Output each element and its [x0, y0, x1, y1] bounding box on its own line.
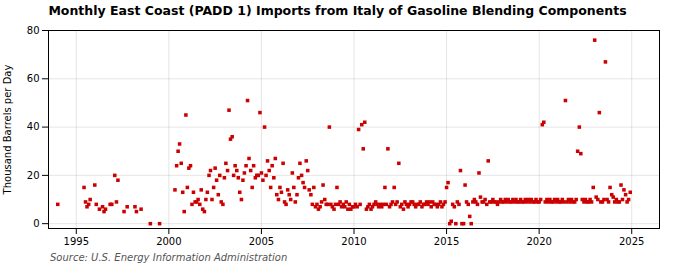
svg-text:2000: 2000: [156, 236, 181, 247]
svg-text:2010: 2010: [341, 236, 366, 247]
svg-text:Thousand Barrels per Day: Thousand Barrels per Day: [2, 65, 13, 196]
svg-text:40: 40: [27, 121, 40, 132]
svg-text:80: 80: [27, 25, 40, 36]
html-text:Monthly East Coast (PADD 1) Im: Monthly East Coast (PADD 1) Imports from…: [48, 3, 627, 18]
svg-text:0: 0: [33, 218, 39, 229]
svg-text:60: 60: [27, 73, 40, 84]
svg-text:2005: 2005: [249, 236, 274, 247]
svg-text:2025: 2025: [619, 236, 644, 247]
svg-text:2020: 2020: [526, 236, 551, 247]
html-text:Source: U.S. Energy Informatio: Source: U.S. Energy Information Administ…: [50, 252, 288, 263]
svg-text:1995: 1995: [64, 236, 89, 247]
svg-text:2015: 2015: [434, 236, 459, 247]
svg-text:20: 20: [27, 170, 40, 181]
